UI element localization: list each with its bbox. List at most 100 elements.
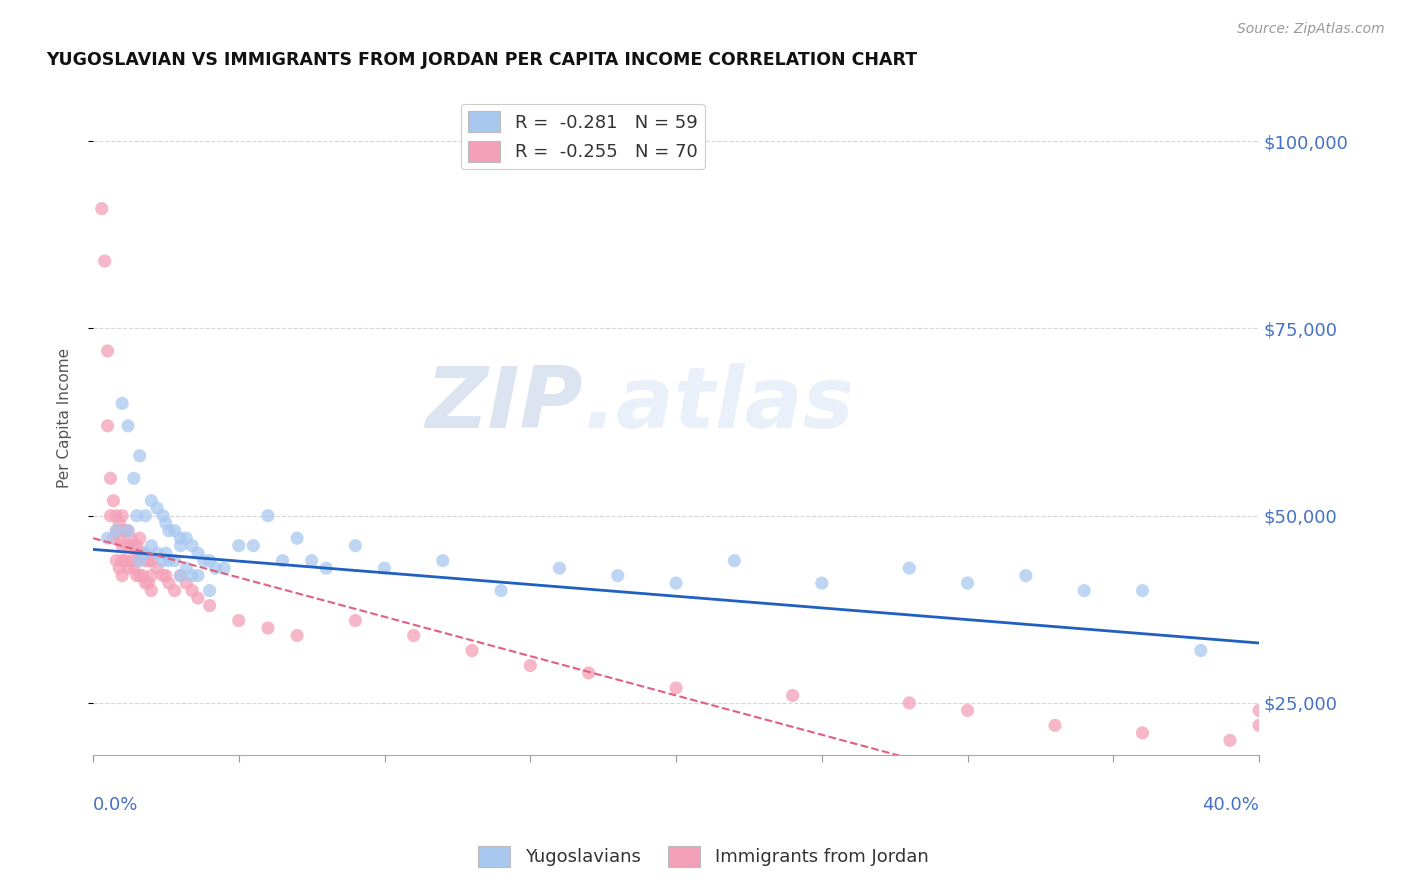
- Point: [131, 546, 153, 560]
- Point: [1043, 718, 1066, 732]
- Point: [93, 254, 115, 268]
- Point: [1219, 733, 1241, 747]
- Point: [344, 539, 367, 553]
- Point: [146, 546, 169, 560]
- Point: [105, 524, 128, 538]
- Point: [114, 524, 136, 538]
- Point: [187, 546, 209, 560]
- Point: [157, 576, 180, 591]
- Point: [111, 508, 134, 523]
- Point: [181, 568, 204, 582]
- Point: [108, 531, 131, 545]
- Text: ZIP: ZIP: [425, 363, 582, 446]
- Point: [198, 599, 221, 613]
- Point: [242, 539, 264, 553]
- Point: [125, 508, 148, 523]
- Point: [138, 554, 160, 568]
- Point: [125, 539, 148, 553]
- Point: [134, 546, 156, 560]
- Point: [117, 561, 139, 575]
- Point: [163, 583, 186, 598]
- Point: [157, 554, 180, 568]
- Point: [271, 554, 294, 568]
- Point: [187, 591, 209, 605]
- Point: [432, 554, 454, 568]
- Point: [176, 576, 198, 591]
- Point: [152, 568, 174, 582]
- Point: [111, 539, 134, 553]
- Point: [1189, 643, 1212, 657]
- Point: [956, 576, 979, 591]
- Point: [134, 508, 156, 523]
- Point: [606, 568, 628, 582]
- Point: [117, 539, 139, 553]
- Point: [120, 531, 142, 545]
- Point: [212, 561, 235, 575]
- Point: [100, 471, 122, 485]
- Point: [176, 531, 198, 545]
- Point: [152, 554, 174, 568]
- Point: [228, 539, 250, 553]
- Point: [122, 539, 145, 553]
- Point: [181, 583, 204, 598]
- Point: [120, 554, 142, 568]
- Point: [181, 539, 204, 553]
- Point: [141, 583, 163, 598]
- Point: [97, 418, 120, 433]
- Point: [285, 531, 308, 545]
- Point: [1249, 703, 1271, 717]
- Point: [198, 554, 221, 568]
- Point: [122, 471, 145, 485]
- Point: [105, 524, 128, 538]
- Text: .atlas: .atlas: [582, 363, 853, 446]
- Point: [1073, 583, 1095, 598]
- Point: [519, 658, 541, 673]
- Point: [117, 418, 139, 433]
- Point: [169, 539, 191, 553]
- Point: [187, 568, 209, 582]
- Point: [138, 576, 160, 591]
- Point: [146, 501, 169, 516]
- Point: [169, 531, 191, 545]
- Point: [128, 568, 150, 582]
- Text: 40.0%: 40.0%: [1202, 796, 1260, 814]
- Point: [548, 561, 571, 575]
- Point: [665, 681, 688, 695]
- Point: [461, 643, 484, 657]
- Point: [108, 561, 131, 575]
- Point: [257, 621, 280, 635]
- Point: [141, 568, 163, 582]
- Point: [157, 524, 180, 538]
- Point: [898, 561, 921, 575]
- Point: [114, 554, 136, 568]
- Point: [169, 568, 191, 582]
- Point: [723, 554, 745, 568]
- Point: [315, 561, 337, 575]
- Point: [169, 568, 191, 582]
- Point: [155, 546, 177, 560]
- Point: [373, 561, 395, 575]
- Point: [128, 449, 150, 463]
- Point: [152, 508, 174, 523]
- Point: [125, 568, 148, 582]
- Point: [285, 628, 308, 642]
- Point: [134, 576, 156, 591]
- Point: [128, 554, 150, 568]
- Point: [956, 703, 979, 717]
- Point: [111, 524, 134, 538]
- Point: [301, 554, 323, 568]
- Point: [257, 508, 280, 523]
- Point: [1249, 718, 1271, 732]
- Point: [97, 343, 120, 358]
- Point: [402, 628, 425, 642]
- Point: [228, 614, 250, 628]
- Point: [105, 554, 128, 568]
- Point: [193, 554, 215, 568]
- Text: YUGOSLAVIAN VS IMMIGRANTS FROM JORDAN PER CAPITA INCOME CORRELATION CHART: YUGOSLAVIAN VS IMMIGRANTS FROM JORDAN PE…: [46, 51, 918, 69]
- Point: [131, 568, 153, 582]
- Point: [665, 576, 688, 591]
- Point: [105, 508, 128, 523]
- Y-axis label: Per Capita Income: Per Capita Income: [58, 348, 72, 489]
- Text: 0.0%: 0.0%: [93, 796, 138, 814]
- Point: [1015, 568, 1038, 582]
